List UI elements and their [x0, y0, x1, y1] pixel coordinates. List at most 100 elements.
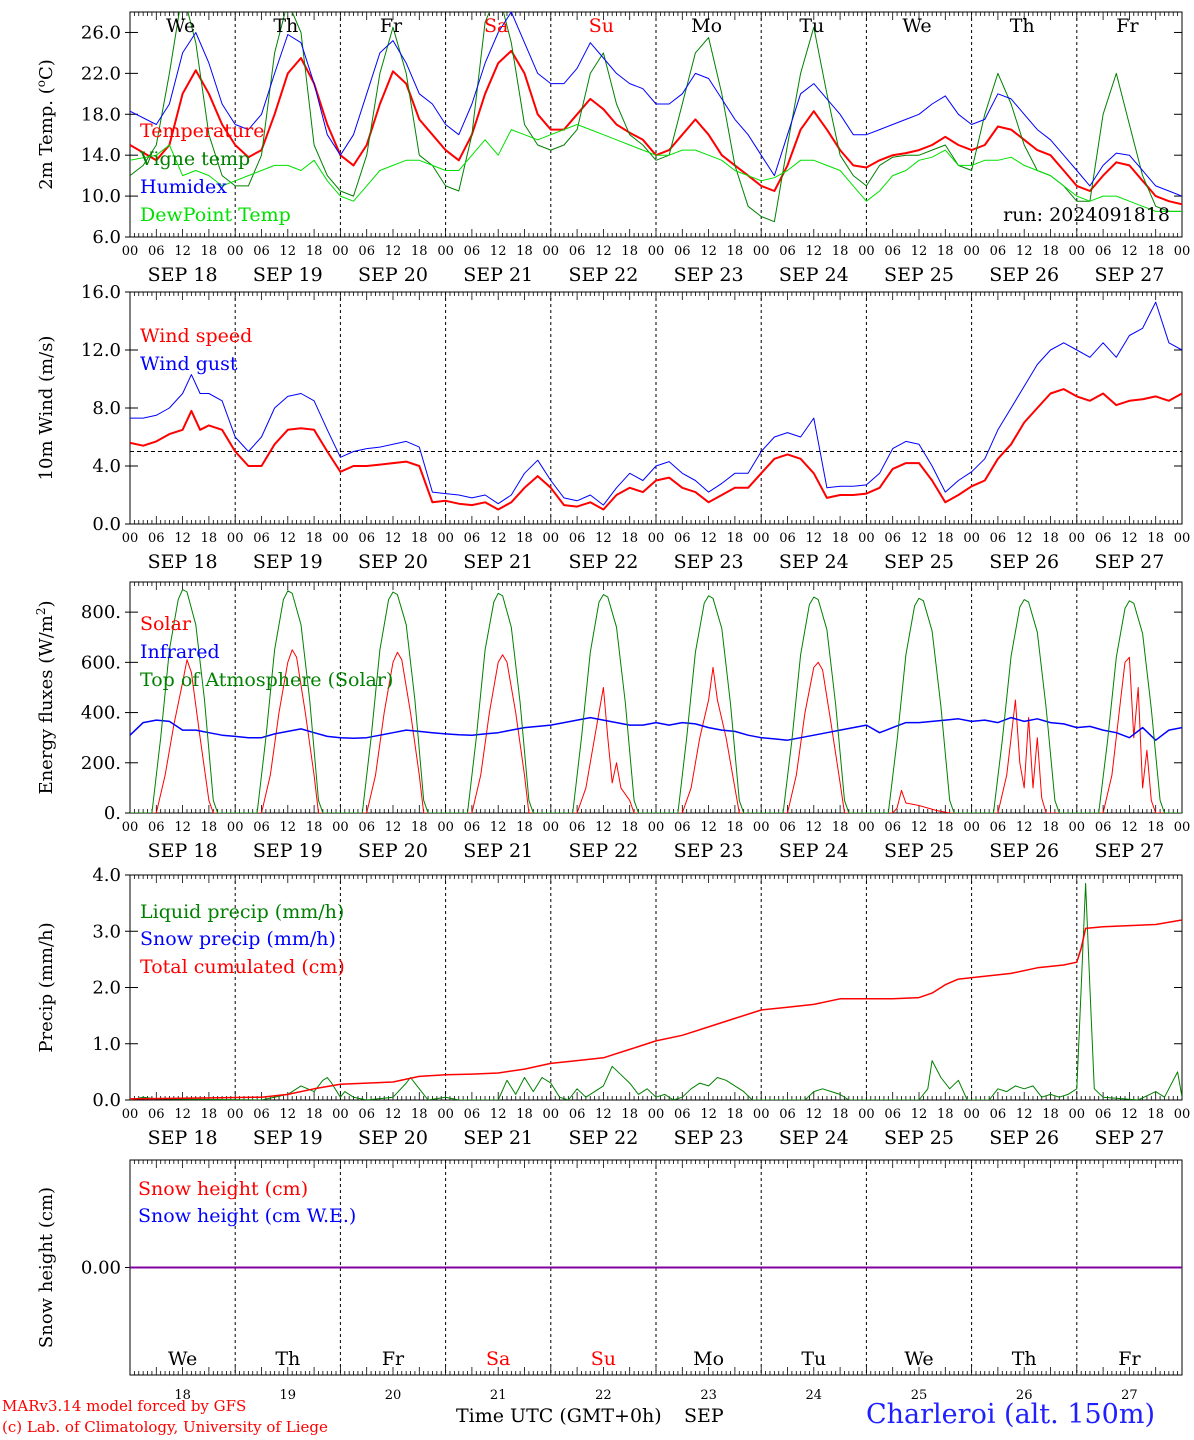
- hour-label: 12: [806, 531, 823, 546]
- hour-label: 12: [385, 244, 402, 259]
- hour-label: 06: [569, 531, 586, 546]
- hour-label: 06: [990, 531, 1007, 546]
- hour-label: 18: [727, 1107, 744, 1122]
- y-tick-label: 0.: [104, 803, 121, 824]
- hour-label: 12: [911, 531, 928, 546]
- hour-label: 06: [1095, 244, 1112, 259]
- hour-label: 00: [648, 531, 665, 546]
- hour-label: 06: [569, 244, 586, 259]
- day-number-label: 27: [1121, 1388, 1138, 1403]
- hour-label: 12: [595, 1107, 612, 1122]
- hour-label: 06: [253, 531, 270, 546]
- hour-label: 06: [569, 1107, 586, 1122]
- date-label: SEP 23: [674, 1127, 744, 1149]
- date-label: SEP 19: [253, 840, 323, 862]
- y-tick-label: 400.: [81, 703, 121, 724]
- hour-label: 12: [1016, 244, 1033, 259]
- hour-label: 12: [595, 244, 612, 259]
- hour-label: 12: [490, 244, 507, 259]
- hour-label: 00: [543, 531, 560, 546]
- series-line-liquid-precip-mm-h-: [130, 882, 1182, 1100]
- legend-entry: Solar: [140, 613, 192, 635]
- hour-label: 06: [990, 820, 1007, 835]
- hour-label: 18: [411, 820, 428, 835]
- date-label: SEP 20: [358, 551, 428, 573]
- y-tick-label: 600.: [81, 652, 121, 673]
- hour-label: 18: [1147, 820, 1164, 835]
- hour-label: 12: [490, 1107, 507, 1122]
- weekday-label: We: [904, 1348, 933, 1370]
- hour-label: 00: [543, 244, 560, 259]
- hour-label: 00: [858, 820, 875, 835]
- legend-entry: Liquid precip (mm/h): [140, 901, 344, 923]
- date-label: SEP 19: [253, 551, 323, 573]
- hour-label: 00: [1069, 820, 1086, 835]
- x-axis-label: Time UTC (GMT+0h): [456, 1405, 662, 1427]
- hour-label: 18: [411, 244, 428, 259]
- hour-label: 06: [884, 244, 901, 259]
- hour-label: 18: [621, 820, 638, 835]
- hour-label: 06: [884, 820, 901, 835]
- hour-label: 12: [806, 1107, 823, 1122]
- hour-label: 12: [1121, 820, 1138, 835]
- day-number-label: 24: [806, 1388, 823, 1403]
- legend-entry: Temperature: [140, 120, 264, 142]
- series-line-humidex: [130, 12, 1182, 197]
- date-label: SEP 23: [674, 840, 744, 862]
- hour-label: 12: [280, 244, 297, 259]
- weekday-label: Th: [273, 15, 298, 37]
- y-tick-label: 8.0: [92, 398, 121, 419]
- hour-label: 18: [727, 244, 744, 259]
- hour-label: 12: [1016, 1107, 1033, 1122]
- hour-label: 18: [1042, 820, 1059, 835]
- y-axis-label: 10m Wind (m/s): [36, 336, 57, 481]
- hour-label: 12: [700, 1107, 717, 1122]
- date-label: SEP 24: [779, 840, 849, 862]
- date-label: SEP 26: [989, 264, 1059, 286]
- date-label: SEP 22: [568, 1127, 638, 1149]
- hour-label: 06: [569, 820, 586, 835]
- series-line-total-cumulated-cm-: [130, 919, 1182, 1100]
- date-label: SEP 20: [358, 264, 428, 286]
- hour-label: 06: [884, 531, 901, 546]
- hour-label: 06: [464, 531, 481, 546]
- weekday-label: Fr: [382, 1348, 405, 1370]
- hour-label: 12: [595, 820, 612, 835]
- copyright-credit: (c) Lab. of Climatology, University of L…: [2, 1418, 328, 1436]
- hour-label: 12: [806, 244, 823, 259]
- hour-label: 18: [306, 1107, 323, 1122]
- date-label: SEP 25: [884, 1127, 954, 1149]
- hour-label: 12: [174, 244, 191, 259]
- hour-label: 06: [253, 244, 270, 259]
- hour-label: 12: [174, 820, 191, 835]
- hour-label: 00: [543, 1107, 560, 1122]
- date-label: SEP 18: [148, 1127, 218, 1149]
- hour-label: 06: [148, 820, 165, 835]
- hour-label: 18: [411, 531, 428, 546]
- date-label: SEP 18: [148, 840, 218, 862]
- hour-label: 18: [621, 1107, 638, 1122]
- date-label: SEP 25: [884, 840, 954, 862]
- date-label: SEP 20: [358, 840, 428, 862]
- weekday-label: We: [166, 15, 195, 37]
- hour-label: 18: [201, 531, 218, 546]
- hour-label: 12: [280, 820, 297, 835]
- hour-label: 06: [674, 820, 691, 835]
- hour-label: 18: [201, 1107, 218, 1122]
- hour-label: 00: [1174, 820, 1191, 835]
- hour-label: 06: [253, 820, 270, 835]
- hour-label: 00: [1174, 244, 1191, 259]
- hour-label: 00: [648, 244, 665, 259]
- hour-label: 18: [201, 820, 218, 835]
- hour-label: 12: [911, 1107, 928, 1122]
- legend-entry: Total cumulated (cm): [140, 956, 345, 978]
- series-line-infrared: [130, 716, 1182, 741]
- hour-label: 12: [595, 531, 612, 546]
- weekday-label: Th: [275, 1348, 300, 1370]
- date-label: SEP 26: [989, 1127, 1059, 1149]
- date-label: SEP 24: [779, 551, 849, 573]
- hour-label: 18: [516, 1107, 533, 1122]
- legend-entry: Vigne temp: [139, 148, 250, 170]
- hour-label: 00: [963, 244, 980, 259]
- station-label: Charleroi (alt. 150m): [866, 1399, 1155, 1430]
